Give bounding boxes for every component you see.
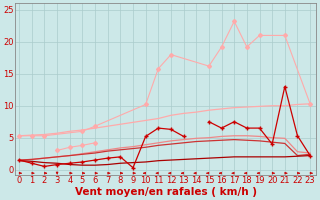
X-axis label: Vent moyen/en rafales ( km/h ): Vent moyen/en rafales ( km/h ) <box>75 187 257 197</box>
